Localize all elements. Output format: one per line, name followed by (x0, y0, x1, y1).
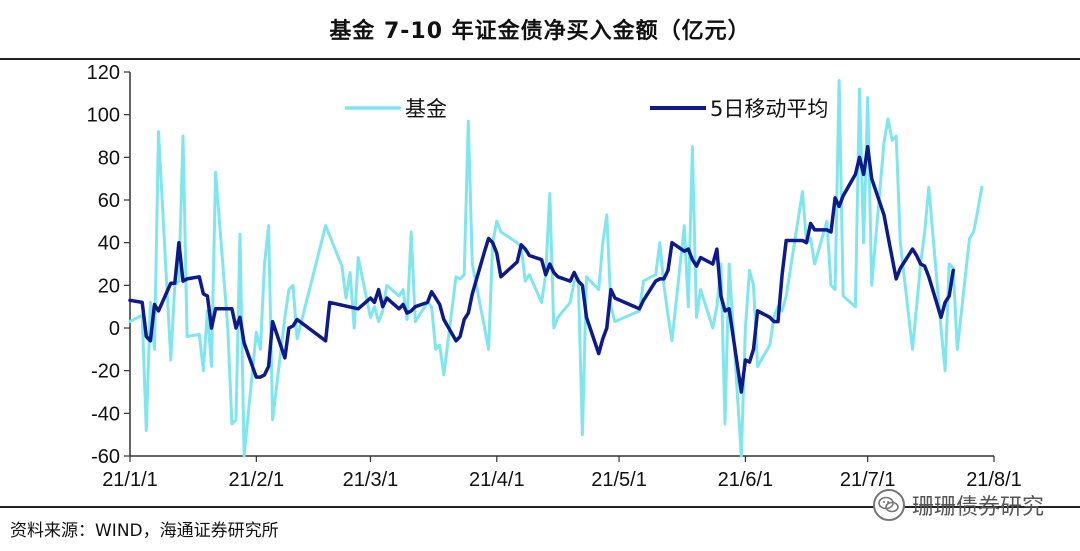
watermark: 珊珊债券研究 (872, 488, 1044, 522)
y-tick-label: -40 (91, 403, 120, 425)
x-tick-label: 21/3/1 (343, 469, 399, 491)
legend-label-ma5: 5日移动平均 (710, 97, 828, 121)
y-tick-label: 100 (87, 105, 120, 127)
y-tick-label: 40 (98, 233, 120, 255)
y-tick-label: 60 (98, 190, 120, 212)
y-tick-label: -60 (91, 446, 120, 468)
axes: -60 -40 -20 0 20 40 60 80 100 120 21/1/1 21/2/1 21/3… (87, 62, 1022, 491)
chart: -60 -40 -20 0 20 40 60 80 100 120 21/1/1 21/2/1 21/3… (87, 62, 1022, 491)
y-tick-label: -20 (91, 361, 120, 383)
y-tick-label: 120 (87, 62, 120, 84)
series-line-fund (128, 79, 984, 458)
x-tick-label: 21/7/1 (840, 469, 896, 491)
x-tick-label: 21/2/1 (229, 469, 285, 491)
x-tick-label: 21/5/1 (591, 469, 647, 491)
y-tick-label: 20 (98, 275, 120, 297)
title-divider (0, 58, 1080, 60)
series-line-ma5 (128, 144, 955, 394)
y-tick-label: 80 (98, 147, 120, 169)
source-note: 资料来源：WIND，海通证券研究所 (10, 520, 279, 541)
x-tick-label: 21/1/1 (102, 469, 158, 491)
wechat-icon (872, 489, 905, 521)
watermark-text: 珊珊债券研究 (911, 495, 1044, 520)
series-layer (128, 79, 984, 458)
footer-divider (0, 506, 1080, 508)
x-tick-label: 21/6/1 (718, 469, 774, 491)
x-tick-label: 21/8/1 (966, 469, 1022, 491)
chart-title: 基金 7-10 年证金债净买入金额（亿元） (329, 19, 751, 44)
legend-label-fund: 基金 (405, 97, 447, 121)
x-tick-label: 21/4/1 (469, 469, 525, 491)
legend: 基金 5日移动平均 (345, 97, 828, 121)
y-tick-label: 0 (109, 318, 120, 340)
